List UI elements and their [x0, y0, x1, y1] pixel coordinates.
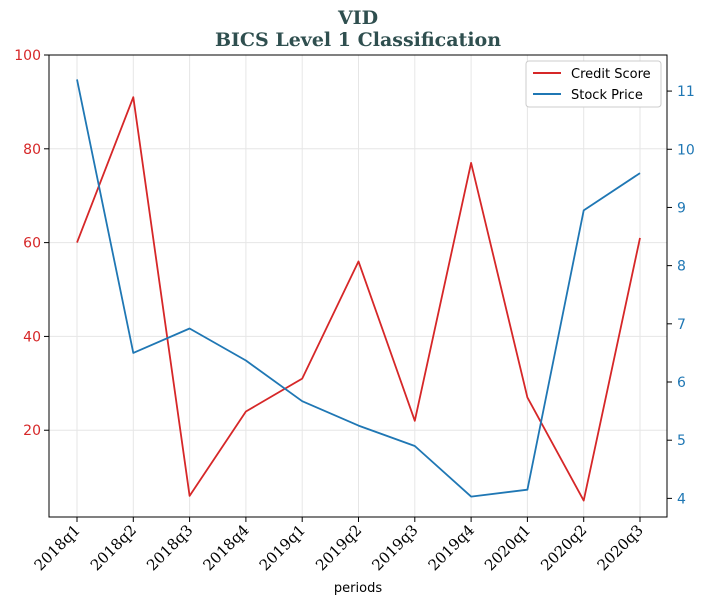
x-tick-label: 2019q3: [368, 521, 421, 574]
right-tick-label: 10: [677, 142, 695, 158]
right-axis: 4 5 6 7 8 9 10 11: [667, 84, 695, 507]
right-tick-label: 6: [677, 375, 686, 391]
gridlines: [49, 54, 667, 517]
x-tick-label: 2019q2: [312, 521, 365, 574]
right-tick-label: 8: [677, 259, 686, 275]
legend: Credit Score Stock Price: [525, 60, 662, 108]
left-tick-label: 40: [23, 329, 41, 345]
x-tick-label: 2018q2: [87, 521, 140, 574]
left-tick-label: 20: [23, 423, 41, 439]
x-tick-label: 2020q2: [537, 521, 590, 574]
legend-label-credit-score: Credit Score: [571, 67, 651, 82]
left-axis: 20 40 60 80 100: [14, 48, 49, 439]
x-axis-label: periods: [334, 581, 382, 596]
right-tick-label: 5: [677, 433, 686, 449]
chart-subtitle: BICS Level 1 Classification: [215, 29, 501, 51]
x-tick-label: 2018q1: [31, 521, 84, 574]
right-tick-label: 4: [677, 491, 686, 507]
right-tick-label: 9: [677, 200, 686, 216]
series-line-credit-score: [76, 96, 641, 502]
chart-title: VID: [337, 7, 378, 29]
series-layer: [76, 79, 641, 502]
series-line-stock-price: [76, 79, 641, 498]
x-tick-label: 2020q3: [594, 521, 647, 574]
x-tick-label: 2020q1: [481, 521, 534, 574]
x-tick-label: 2019q4: [425, 521, 478, 574]
left-tick-label: 100: [14, 48, 41, 64]
legend-label-stock-price: Stock Price: [571, 88, 643, 103]
x-tick-label: 2019q1: [256, 521, 309, 574]
right-tick-label: 7: [677, 317, 686, 333]
plot-frame: [48, 54, 668, 518]
left-tick-label: 60: [23, 236, 41, 252]
x-axis: 2018q1 2018q2 2018q3 2018q4 2019q1 2019q2 2019…: [31, 517, 647, 574]
left-tick-label: 80: [23, 142, 41, 158]
right-tick-label: 11: [677, 84, 695, 100]
x-tick-label: 2018q4: [199, 521, 252, 574]
x-tick-label: 2018q3: [143, 521, 196, 574]
